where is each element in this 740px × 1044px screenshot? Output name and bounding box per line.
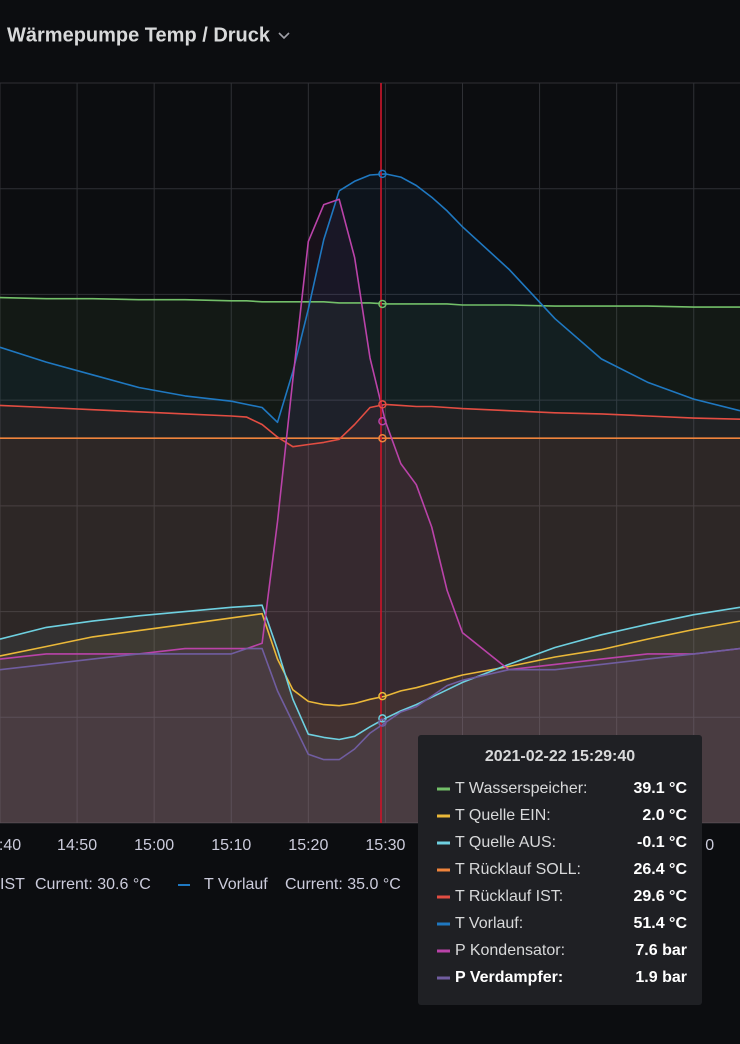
tooltip-value: 2.0 °C <box>642 807 687 824</box>
tooltip-value: 7.6 bar <box>635 942 687 959</box>
series-line <box>0 296 740 308</box>
tooltip-value: -0.1 °C <box>637 834 687 851</box>
grid <box>0 82 740 824</box>
tooltip-label: T Vorlauf: <box>455 915 523 932</box>
tooltip-label: T Rücklauf SOLL: <box>455 861 581 878</box>
tooltip-value: 29.6 °C <box>633 888 687 905</box>
series-area <box>0 297 740 824</box>
hover-point <box>378 714 387 723</box>
hover-point <box>378 417 387 426</box>
series-line <box>0 647 740 761</box>
tooltip-label: T Quelle EIN: <box>455 807 551 824</box>
lines <box>0 173 740 761</box>
tooltip-label: T Quelle AUS: <box>455 834 556 851</box>
series-line <box>0 173 740 424</box>
x-tick-label: 15:30 <box>365 837 405 854</box>
series-line <box>0 604 740 741</box>
panel-title[interactable]: Wärmepumpe Temp / Druck <box>7 24 271 46</box>
x-tick-label: 15:10 <box>211 837 251 854</box>
tooltip-value: 39.1 °C <box>633 780 687 797</box>
x-tick-label: 14:50 <box>57 837 97 854</box>
tooltip-title: 2021-02-22 15:29:40 <box>485 748 635 765</box>
tooltip-label: P Kondensator: <box>455 942 565 959</box>
series-area <box>0 173 740 823</box>
hover-point <box>378 169 387 179</box>
areas <box>0 173 740 824</box>
hover-point <box>378 433 387 443</box>
tooltip: 2021-02-22 15:29:40 T Wasserspeicher: 39.… <box>418 735 702 1005</box>
legend-name[interactable]: T Vorlauf <box>204 876 268 893</box>
hover-point <box>378 299 387 309</box>
hover-point <box>378 400 387 409</box>
x-tick-label: 0 <box>705 837 714 854</box>
series-area <box>0 404 740 823</box>
tooltip-value: 1.9 bar <box>635 969 687 986</box>
x-tick-label: 15:20 <box>288 837 328 854</box>
hover-point <box>378 691 387 701</box>
hover-point <box>378 718 387 727</box>
x-tick-label: :40 <box>0 837 21 854</box>
series-line <box>0 198 740 671</box>
legend-current[interactable]: Current: 35.0 °C <box>285 876 401 893</box>
legend-current[interactable]: Current: 30.6 °C <box>35 876 151 893</box>
tooltip-label: T Wasserspeicher: <box>455 780 587 797</box>
tooltip-value: 26.4 °C <box>633 861 687 878</box>
legend[interactable]: IST Current: 30.6 °C T Vorlauf Current: 35.… <box>0 876 401 893</box>
tooltip-label: T Rücklauf IST: <box>455 888 563 905</box>
title-chevron[interactable] <box>278 32 290 40</box>
series-line <box>0 403 740 448</box>
series-area <box>0 199 740 824</box>
hover-points <box>378 169 387 727</box>
series-line <box>0 612 740 707</box>
tooltip-value: 51.4 °C <box>633 915 687 932</box>
x-tick-label: 15:00 <box>134 837 174 854</box>
tooltip-label: P Verdampfer: <box>455 969 563 986</box>
legend-name[interactable]: IST <box>0 876 25 893</box>
series-area <box>0 438 740 823</box>
tooltip-box <box>418 735 702 1005</box>
